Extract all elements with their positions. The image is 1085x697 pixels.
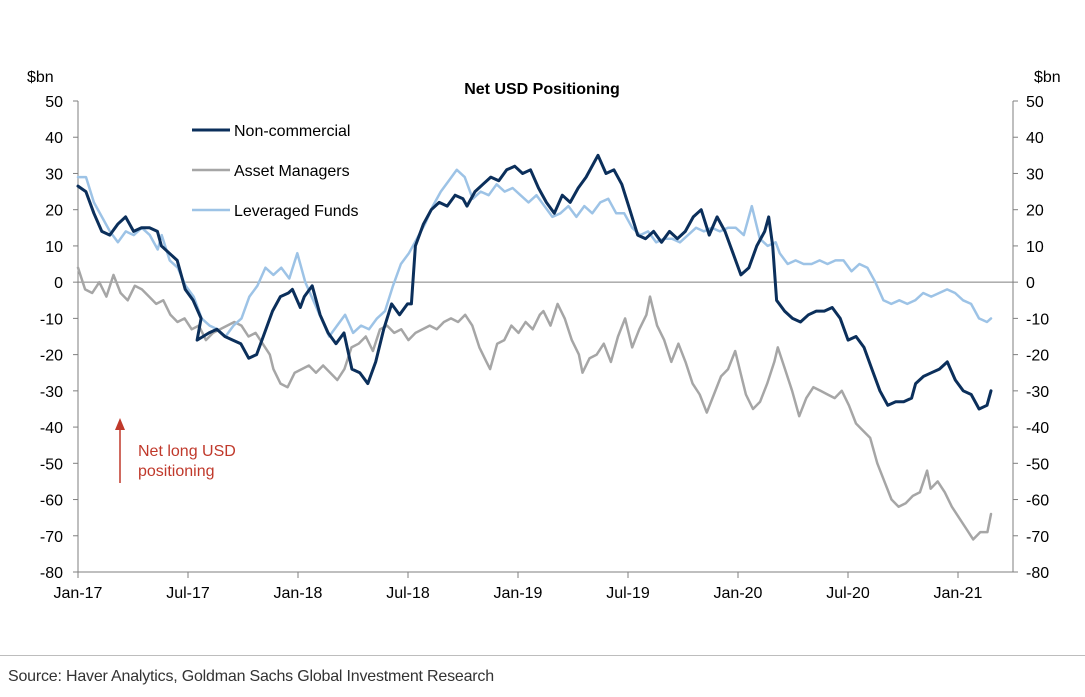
x-tick-label: Jan-19 [494, 585, 543, 602]
y-tick-label-left: 10 [45, 239, 63, 256]
annotation-line-2: positioning [138, 463, 215, 480]
y-tick-label-left: -80 [40, 565, 63, 582]
arrow-head-icon [115, 418, 125, 430]
y-tick-label-right: -80 [1026, 565, 1049, 582]
y-tick-label-right: 20 [1026, 203, 1044, 220]
net-long-usd-annotation: Net long USD positioning [115, 418, 236, 483]
net-usd-positioning-chart: $bn $bn Net USD Positioning 50 50 40 40 30 30… [27, 69, 1061, 602]
y-tick-label-left: -10 [40, 311, 63, 328]
series-line-non-commercial [76, 153, 993, 411]
y-tick-label-right: -60 [1026, 493, 1049, 510]
y-tick-label-right: -10 [1026, 311, 1049, 328]
series-layer [76, 153, 993, 541]
footer-divider [0, 655, 1085, 656]
y-tick-label-left: 50 [45, 94, 63, 111]
y-tick-label-left: -50 [40, 456, 63, 473]
x-tick-label: Jan-20 [714, 585, 763, 602]
x-tick-label: Jan-21 [934, 585, 983, 602]
y-axis-unit-left: $bn [27, 69, 54, 86]
y-tick-label-left: -70 [40, 529, 63, 546]
annotation-line-1: Net long USD [138, 443, 236, 460]
legend-label: Non-commercial [234, 123, 350, 140]
y-tick-label-left: -20 [40, 348, 63, 365]
y-tick-label-right: -20 [1026, 348, 1049, 365]
y-tick-label-right: 30 [1026, 166, 1044, 183]
y-tick-label-right: 10 [1026, 239, 1044, 256]
y-tick-label-right: -30 [1026, 384, 1049, 401]
x-tick-label: Jan-18 [274, 585, 323, 602]
y-axis-unit-right: $bn [1034, 69, 1061, 86]
y-tick-label-right: 40 [1026, 130, 1044, 147]
y-tick-label-right: 0 [1026, 275, 1035, 292]
x-tick-label: Jul-17 [166, 585, 210, 602]
series-line-asset-managers [76, 266, 993, 541]
y-tick-label-right: 50 [1026, 94, 1044, 111]
legend-label: Asset Managers [234, 163, 350, 180]
x-tick-label: Jul-20 [826, 585, 870, 602]
y-tick-label-right: -40 [1026, 420, 1049, 437]
y-tick-label-left: -30 [40, 384, 63, 401]
y-tick-label-left: 40 [45, 130, 63, 147]
chart-title: Net USD Positioning [464, 81, 620, 98]
series-line-leveraged-funds [76, 168, 993, 338]
y-tick-label-left: -60 [40, 493, 63, 510]
legend-label: Leveraged Funds [234, 203, 359, 220]
x-tick-label: Jul-18 [386, 585, 430, 602]
y-tick-label-left: 20 [45, 203, 63, 220]
legend: Non-commercial Asset Managers Leveraged Fu… [192, 123, 359, 220]
x-tick-label: Jul-19 [606, 585, 650, 602]
y-tick-label-left: 0 [54, 275, 63, 292]
y-tick-label-left: 30 [45, 166, 63, 183]
x-tick-label: Jan-17 [54, 585, 103, 602]
source-note: Source: Haver Analytics, Goldman Sachs G… [8, 668, 494, 685]
y-tick-label-left: -40 [40, 420, 63, 437]
y-tick-label-right: -70 [1026, 529, 1049, 546]
y-tick-label-right: -50 [1026, 456, 1049, 473]
axes: 50 50 40 40 30 30 20 20 10 10 0 0 -10 -10 -20 -20 -30 -30… [40, 94, 1049, 602]
